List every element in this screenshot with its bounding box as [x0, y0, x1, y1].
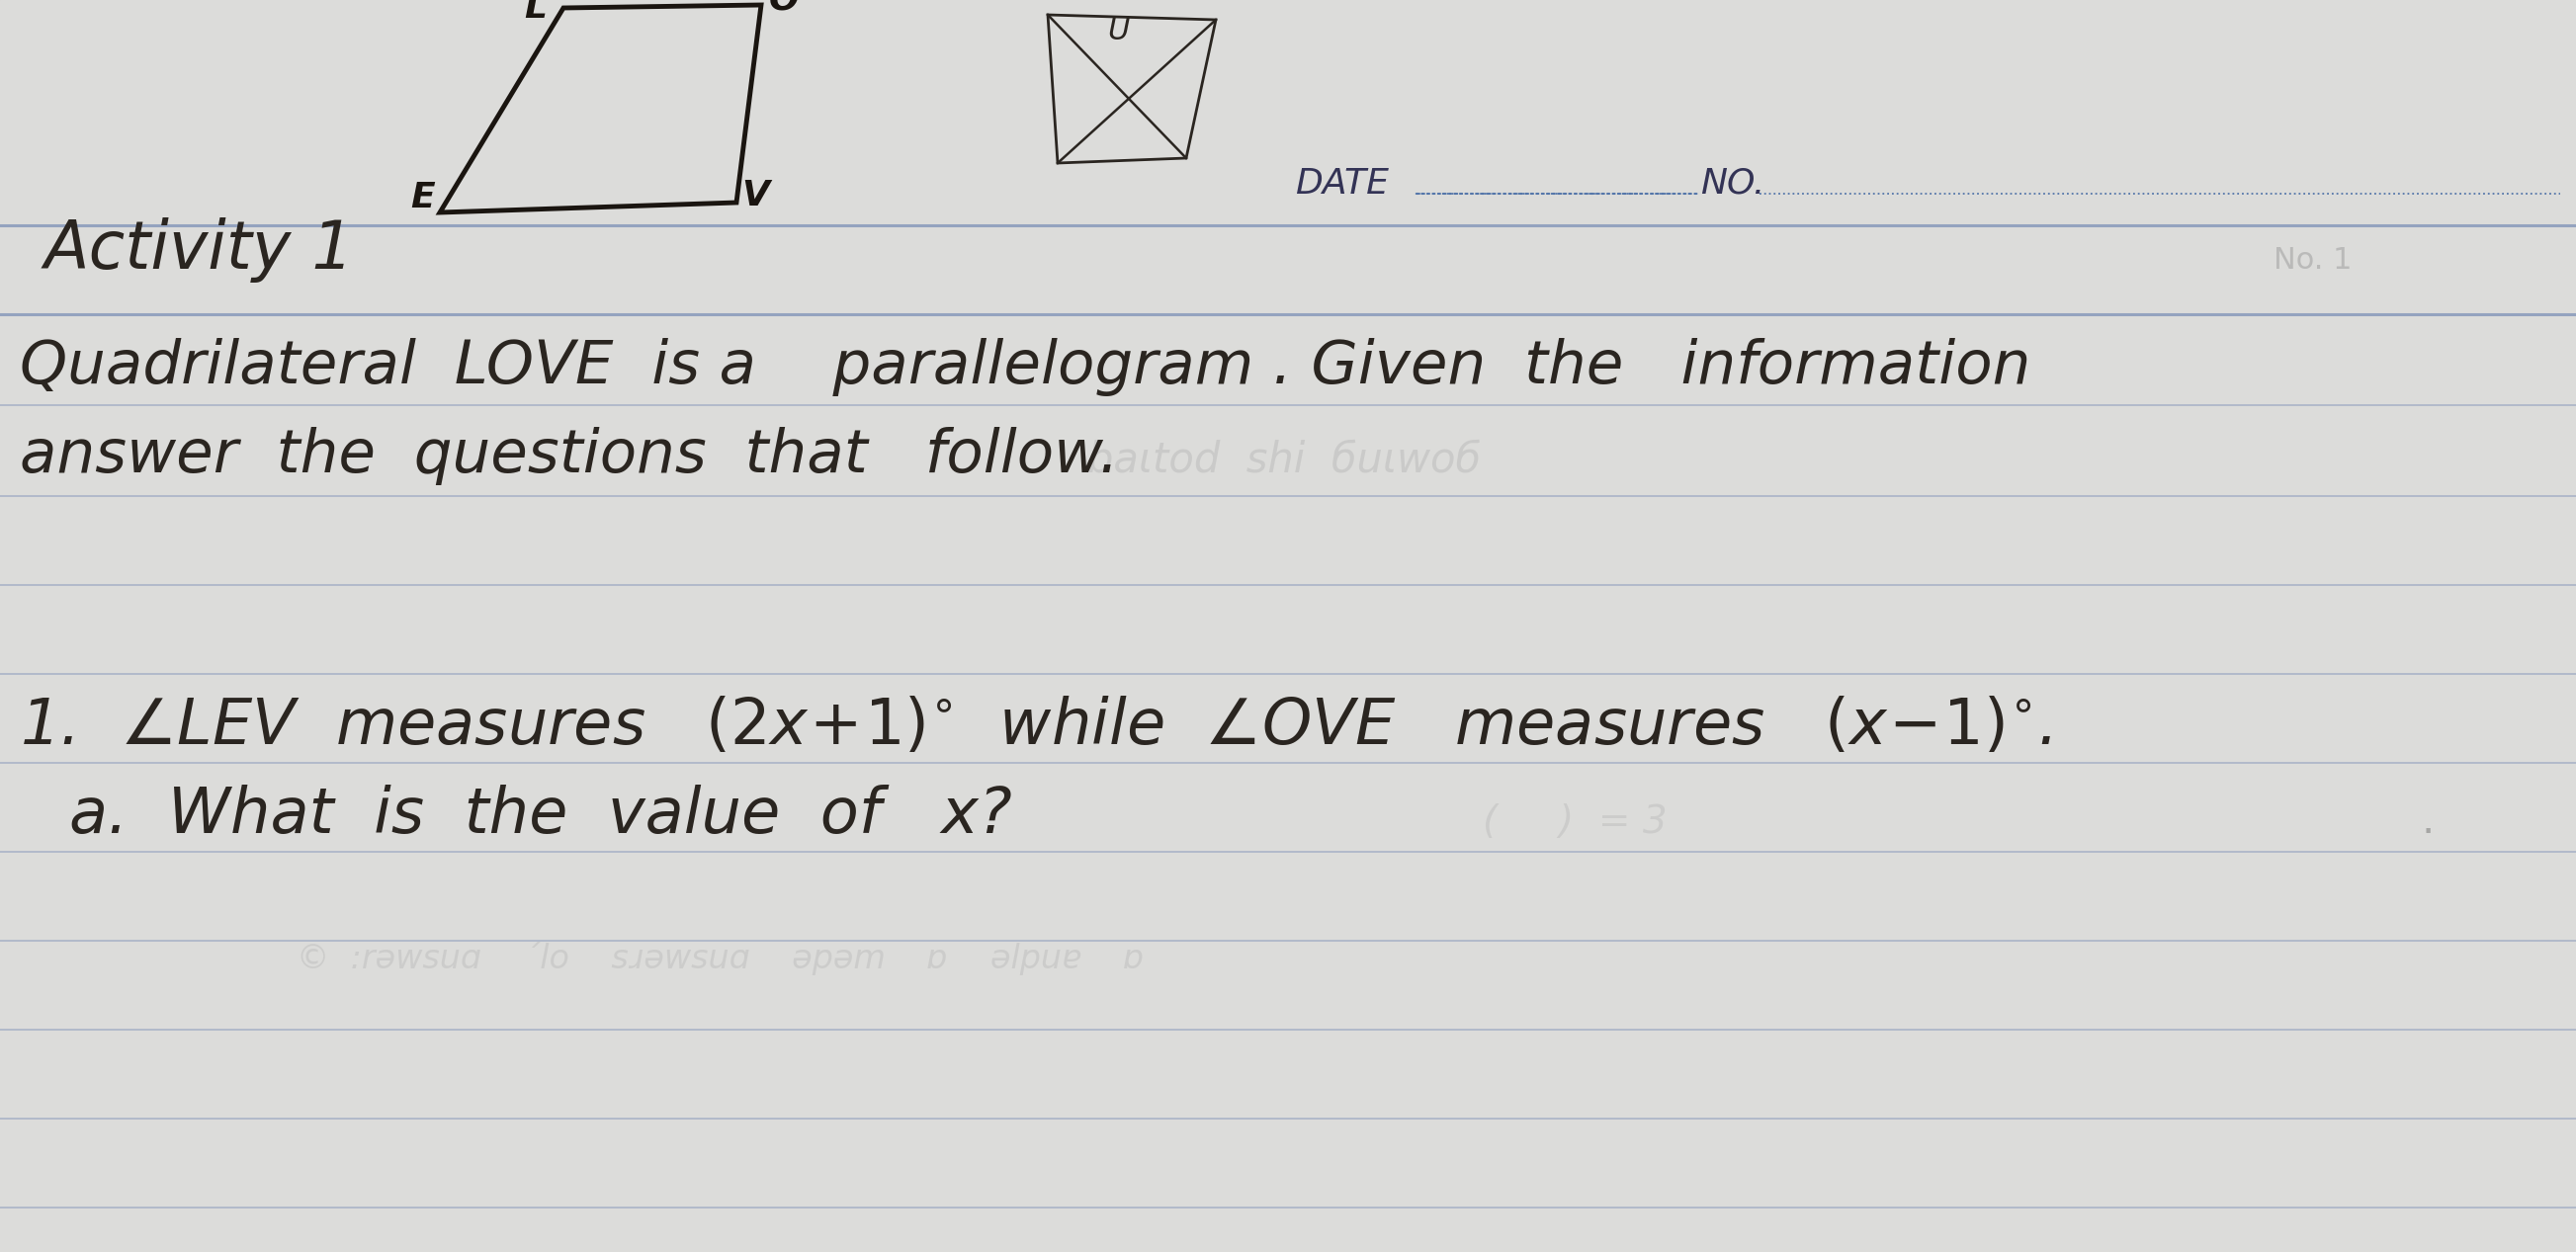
- Text: baιtod  shi  бuιwoб: baιtod shi бuιwoб: [1087, 439, 1481, 481]
- Text: ©  :rǝwsuɑ    ˊlo    sɹǝwsuɑ    ǝpǝm    ɒ    ǝlpuɐ    ɒ: © :rǝwsuɑ ˊlo sɹǝwsuɑ ǝpǝm ɒ ǝlpuɐ ɒ: [296, 942, 1144, 975]
- Text: NO.: NO.: [1700, 167, 1765, 200]
- Text: V: V: [742, 179, 770, 213]
- Text: No. 1: No. 1: [2275, 247, 2352, 274]
- Text: .: .: [2421, 800, 2434, 841]
- Text: 1.  $\angle$LEV  measures   $(2x\!+\!1)^{\circ}$  while  $\angle$OVE   measures : 1. $\angle$LEV measures $(2x\!+\!1)^{\ci…: [21, 696, 2053, 757]
- Text: E: E: [410, 180, 435, 214]
- Text: (     )  = 3: ( ) = 3: [1484, 804, 1667, 841]
- Text: L: L: [523, 0, 546, 25]
- Text: Quadrilateral  LOVE  is a    parallelogram . Given  the   information: Quadrilateral LOVE is a parallelogram . …: [21, 338, 2030, 396]
- Text: O: O: [770, 0, 799, 16]
- Text: Activity 1: Activity 1: [44, 218, 355, 283]
- Text: DATE: DATE: [1296, 167, 1388, 200]
- Text: a.  What  is  the  value  of   x?: a. What is the value of x?: [70, 785, 1012, 846]
- Text: answer  the  questions  that   follow.: answer the questions that follow.: [21, 427, 1118, 486]
- Text: U: U: [1108, 16, 1128, 45]
